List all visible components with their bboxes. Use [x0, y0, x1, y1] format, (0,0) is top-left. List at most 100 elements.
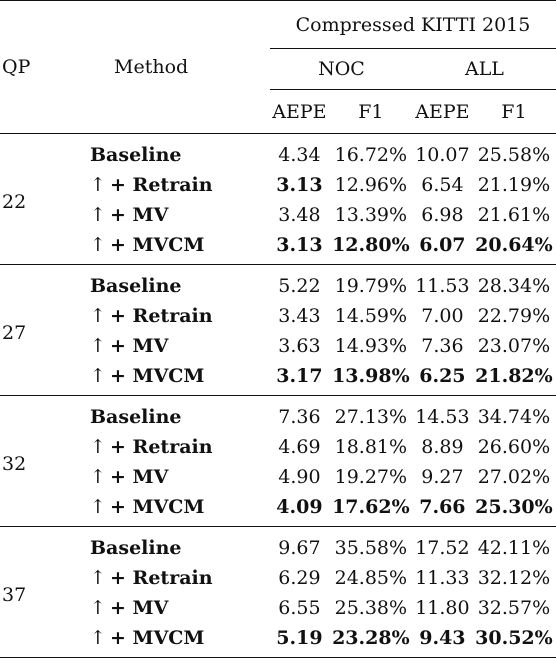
noc-f1-cell: 24.85% [334, 567, 408, 589]
method-cell: ↑ + MVCM [32, 623, 270, 658]
qp-value: 32 [2, 453, 27, 475]
up-arrow-icon: ↑ [90, 234, 106, 256]
table-row: ↑ + Retrain 3.43 14.59% 7.00 22.79% [0, 301, 556, 331]
table-row: ↑ + MVCM 3.17 13.98% 6.25 21.82% [0, 361, 556, 396]
noc-aepe-cell: 3.43 [278, 305, 321, 327]
method-cell: ↑ + MVCM [32, 361, 270, 396]
up-arrow-icon: ↑ [90, 567, 106, 589]
method-cell: ↑ + MVCM [32, 230, 270, 265]
all-f1-cell: 34.74% [477, 406, 551, 428]
method-cell: ↑ + MV [32, 593, 270, 623]
up-arrow-icon: ↑ [90, 627, 106, 649]
noc-f1-cell: 13.98% [332, 365, 410, 387]
up-arrow-icon: ↑ [90, 335, 106, 357]
all-f1-cell: 30.52% [475, 627, 553, 649]
table-row: 37 Baseline 9.67 35.58% 17.52 42.11% [0, 526, 556, 606]
method-cell: ↑ + Retrain [32, 563, 270, 593]
method-cell: ↑ + Retrain [32, 170, 270, 200]
all-f1-cell: 21.19% [477, 174, 551, 196]
method-label: + MVCM [110, 365, 205, 387]
table-row: ↑ + MV 6.55 25.38% 11.80 32.57% [0, 593, 556, 623]
all-f1-cell: 25.58% [477, 144, 551, 166]
method-cell: Baseline [32, 134, 270, 171]
method-label: + Retrain [110, 174, 213, 196]
noc-f1-header: F1 [358, 100, 384, 123]
table-row: ↑ + MVCM 4.09 17.62% 7.66 25.30% [0, 492, 556, 527]
all-aepe-cell: 11.80 [415, 597, 470, 619]
table-header: QP Method Compressed KITTI 2015 NOC ALL … [0, 0, 556, 134]
table-row: ↑ + Retrain 3.13 12.96% 6.54 21.19% [0, 170, 556, 200]
table-row: 27 Baseline 5.22 19.79% 11.53 28.34% [0, 264, 556, 344]
up-arrow-icon: ↑ [90, 597, 106, 619]
noc-f1-cell: 19.27% [334, 466, 408, 488]
up-arrow-icon: ↑ [90, 174, 106, 196]
method-cell: Baseline [32, 527, 270, 564]
table-body: 22 Baseline 4.34 16.72% 10.07 25.58% ↑ + Retrai… [0, 134, 556, 658]
noc-aepe-cell: 5.19 [276, 627, 323, 649]
method-label: + Retrain [110, 305, 213, 327]
all-aepe-cell: 6.54 [421, 174, 464, 196]
all-f1-cell: 21.61% [477, 204, 551, 226]
all-aepe-cell: 6.98 [421, 204, 464, 226]
method-label: Baseline [90, 144, 182, 166]
table-row: ↑ + MVCM 3.13 12.80% 6.07 20.64% [0, 230, 556, 265]
all-f1-cell: 28.34% [477, 275, 551, 297]
method-cell: ↑ + MV [32, 331, 270, 361]
up-arrow-icon: ↑ [90, 305, 106, 327]
noc-f1-cell: 13.39% [334, 204, 408, 226]
table-row: ↑ + MVCM 5.19 23.28% 9.43 30.52% [0, 623, 556, 658]
noc-f1-cell: 23.28% [332, 627, 410, 649]
noc-aepe-cell: 7.36 [278, 406, 321, 428]
method-cell: ↑ + MVCM [32, 492, 270, 527]
all-aepe-cell: 11.33 [415, 567, 470, 589]
method-label: + Retrain [110, 436, 213, 458]
method-label: Baseline [90, 275, 182, 297]
method-cell: Baseline [32, 396, 270, 433]
all-f1-header: F1 [501, 100, 527, 123]
all-aepe-cell: 10.07 [415, 144, 470, 166]
all-aepe-cell: 14.53 [415, 406, 470, 428]
header-row-1: QP Method Compressed KITTI 2015 [0, 0, 556, 78]
noc-aepe-cell: 3.63 [278, 335, 321, 357]
noc-f1-cell: 35.58% [334, 537, 408, 559]
table-row: 22 Baseline 4.34 16.72% 10.07 25.58% [0, 134, 556, 213]
qp-header: QP [2, 56, 31, 78]
method-cell: ↑ + MV [32, 200, 270, 230]
table-row: ↑ + Retrain 4.69 18.81% 8.89 26.60% [0, 432, 556, 462]
method-label: + MVCM [110, 234, 205, 256]
method-label: + Retrain [110, 567, 213, 589]
noc-aepe-cell: 5.22 [278, 275, 321, 297]
up-arrow-icon: ↑ [90, 204, 106, 226]
method-label: + MVCM [110, 627, 205, 649]
noc-aepe-cell: 4.90 [278, 466, 321, 488]
noc-f1-cell: 12.80% [332, 234, 410, 256]
method-header: Method [114, 56, 189, 78]
noc-f1-cell: 18.81% [334, 436, 408, 458]
header-row-3: AEPE F1 AEPE F1 [0, 90, 556, 134]
noc-aepe-cell: 3.13 [276, 234, 323, 256]
noc-header: NOC [270, 48, 413, 90]
noc-f1-cell: 14.93% [334, 335, 408, 357]
all-aepe-header: AEPE [415, 100, 470, 123]
all-aepe-cell: 17.52 [415, 537, 470, 559]
table-row: ↑ + MV 3.63 14.93% 7.36 23.07% [0, 331, 556, 361]
method-label: + MV [110, 335, 169, 357]
table-row: ↑ + Retrain 6.29 24.85% 11.33 32.12% [0, 563, 556, 593]
all-f1-cell: 42.11% [477, 537, 551, 559]
all-f1-cell: 25.30% [475, 496, 553, 518]
all-aepe-cell: 6.25 [419, 365, 466, 387]
method-label: + MV [110, 204, 169, 226]
noc-f1-cell: 25.38% [334, 597, 408, 619]
noc-aepe-cell: 6.29 [278, 567, 321, 589]
noc-aepe-cell: 3.48 [278, 204, 321, 226]
noc-aepe-cell: 4.34 [278, 144, 321, 166]
all-f1-cell: 20.64% [475, 234, 553, 256]
dataset-header: Compressed KITTI 2015 [270, 0, 556, 49]
all-aepe-cell: 7.00 [421, 305, 464, 327]
method-label: + MV [110, 597, 169, 619]
all-f1-cell: 32.12% [477, 567, 551, 589]
noc-aepe-cell: 4.09 [276, 496, 323, 518]
noc-f1-cell: 12.96% [334, 174, 408, 196]
all-f1-cell: 21.82% [475, 365, 553, 387]
method-label: + MV [110, 466, 169, 488]
